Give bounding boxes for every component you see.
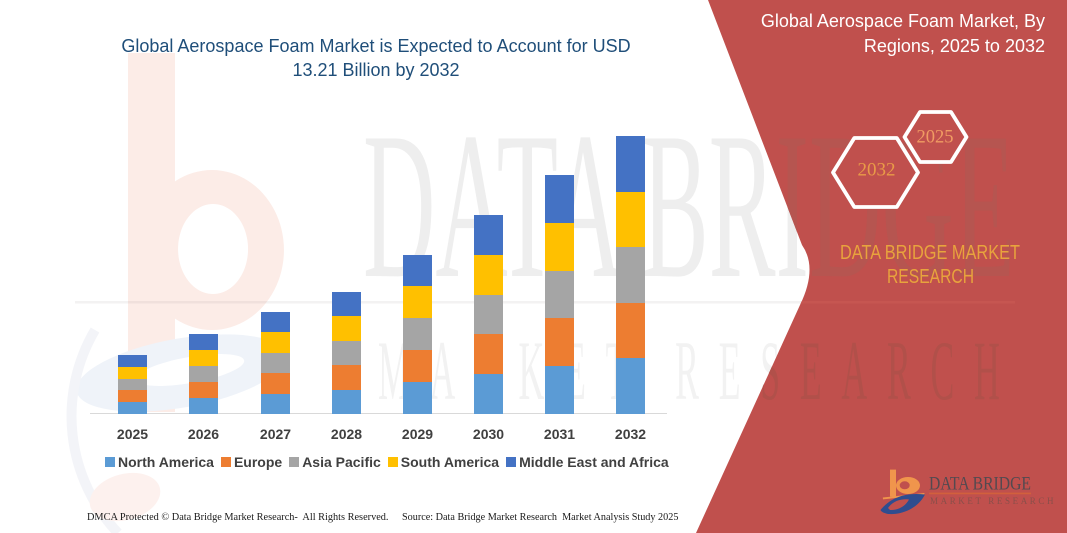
svg-text:RESEARCH: RESEARCH — [887, 266, 974, 288]
svg-text:2032: 2032 — [858, 160, 896, 181]
svg-text:2025: 2025 — [917, 128, 954, 148]
svg-text:DATA BRIDGE MARKET: DATA BRIDGE MARKET — [840, 242, 1020, 264]
svg-text:DATA BRIDGE: DATA BRIDGE — [929, 474, 1031, 495]
svg-text:MARKET RESEARCH: MARKET RESEARCH — [930, 496, 1056, 506]
